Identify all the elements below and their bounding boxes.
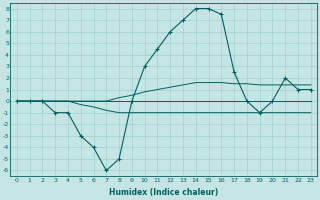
X-axis label: Humidex (Indice chaleur): Humidex (Indice chaleur)	[109, 188, 219, 197]
